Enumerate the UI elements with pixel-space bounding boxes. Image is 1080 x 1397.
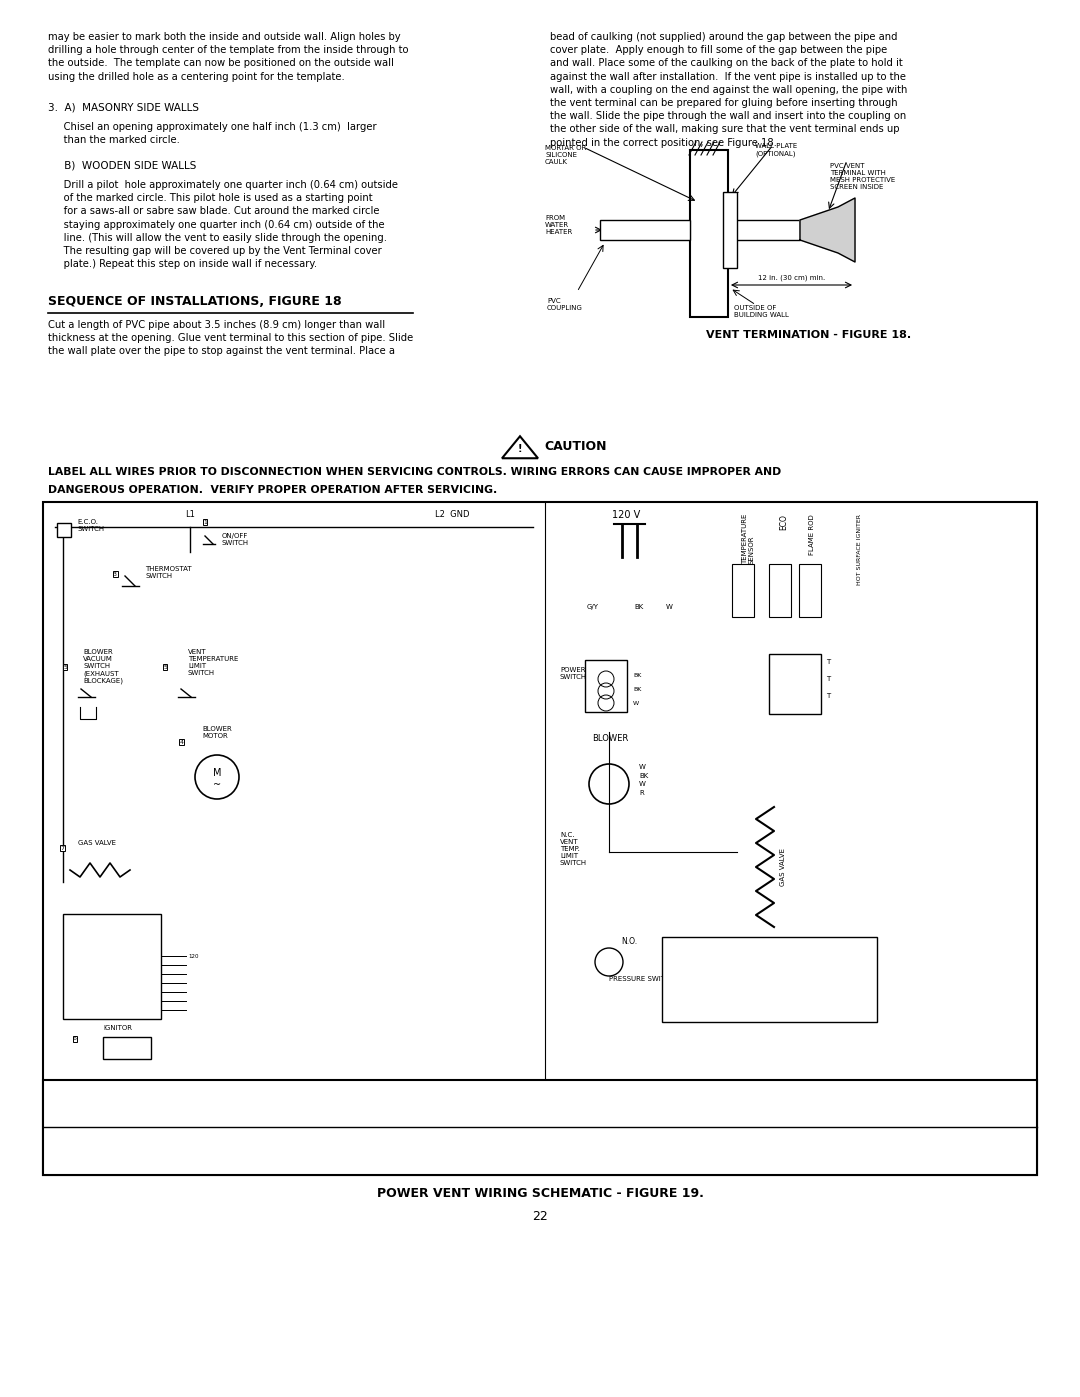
Text: E.C.O.
SWITCH: E.C.O. SWITCH bbox=[77, 520, 104, 532]
Bar bbox=[728, 219, 800, 240]
Text: WALL PLATE
(OPTIONAL): WALL PLATE (OPTIONAL) bbox=[755, 142, 797, 156]
Bar bbox=[83, 1088, 105, 1099]
Text: may be easier to mark both the inside and outside wall. Align holes by
drilling : may be easier to mark both the inside an… bbox=[48, 32, 408, 81]
Text: REPLACED, IT MUST BE REPLACED WITH APPLIANCE WIRE MATERIAL WITH: REPLACED, IT MUST BE REPLACED WITH APPLI… bbox=[323, 1146, 757, 1155]
Text: ~: ~ bbox=[213, 780, 221, 789]
Text: M: M bbox=[213, 768, 221, 778]
Text: G/Y: G/Y bbox=[588, 604, 599, 610]
Text: T: T bbox=[826, 676, 831, 682]
Text: Cut a length of PVC pipe about 3.5 inches (8.9 cm) longer than wall
thickness at: Cut a length of PVC pipe about 3.5 inche… bbox=[48, 320, 414, 356]
Text: 2: 2 bbox=[57, 528, 60, 532]
Text: 120 V: 120 V bbox=[612, 510, 640, 520]
Text: 22: 22 bbox=[532, 1210, 548, 1222]
Text: !: ! bbox=[517, 444, 523, 454]
Text: LABEL ALL WIRES PRIOR TO DISCONNECTION WHEN SERVICING CONTROLS. WIRING ERRORS CA: LABEL ALL WIRES PRIOR TO DISCONNECTION W… bbox=[48, 467, 781, 476]
Text: W: W bbox=[633, 700, 639, 705]
Text: POWER VENT WIRING SCHEMATIC - FIGURE 19.: POWER VENT WIRING SCHEMATIC - FIGURE 19. bbox=[377, 1187, 703, 1200]
Bar bbox=[103, 1037, 151, 1059]
Text: N.C.
VENT
TEMP.
LIMIT
SWITCH: N.C. VENT TEMP. LIMIT SWITCH bbox=[561, 833, 588, 866]
Bar bbox=[43, 502, 1037, 1175]
Bar bbox=[43, 1080, 1037, 1175]
Text: 4: 4 bbox=[180, 739, 184, 745]
Text: FLAME ROD: FLAME ROD bbox=[809, 514, 815, 555]
Text: VENT TERMINATION - FIGURE 18.: VENT TERMINATION - FIGURE 18. bbox=[706, 330, 912, 339]
Text: BLOWER: BLOWER bbox=[592, 733, 629, 743]
Text: 5: 5 bbox=[163, 665, 167, 669]
Bar bbox=[600, 219, 690, 240]
Text: BLOWER
VACUUM
SWITCH
(EXHAUST
BLOCKAGE): BLOWER VACUUM SWITCH (EXHAUST BLOCKAGE) bbox=[83, 650, 123, 685]
Bar bbox=[769, 564, 791, 617]
Text: TEMPERATURE
SENSOR: TEMPERATURE SENSOR bbox=[742, 514, 755, 564]
Bar bbox=[769, 654, 821, 714]
Bar bbox=[63, 914, 161, 1018]
Text: BK: BK bbox=[634, 604, 644, 610]
Text: L2  GND: L2 GND bbox=[435, 510, 470, 520]
Text: MORTAR OR
SILICONE
CAULK: MORTAR OR SILICONE CAULK bbox=[545, 145, 586, 165]
Text: GAS VALVE: GAS VALVE bbox=[780, 848, 786, 886]
Text: LEGEND: LEGEND bbox=[753, 942, 786, 950]
Text: BK: BK bbox=[633, 672, 642, 678]
Text: IF ANY OF THE ORIGINAL WIRES SUPPLIED WITH THE APPLIANCE MUST BE: IF ANY OF THE ORIGINAL WIRES SUPPLIED WI… bbox=[323, 1132, 757, 1141]
Text: 7: 7 bbox=[60, 845, 64, 851]
Text: DANGEROUS OPERATION.  VERIFY PROPER OPERATION AFTER SERVICING.: DANGEROUS OPERATION. VERIFY PROPER OPERA… bbox=[48, 485, 497, 495]
Text: PVC VENT
TERMINAL WITH
MESH PROTECTIVE
SCREEN INSIDE: PVC VENT TERMINAL WITH MESH PROTECTIVE S… bbox=[831, 163, 895, 190]
Text: BK=BLACK
BL=BLUE
W=WHITE
R=RED: BK=BLACK BL=BLUE W=WHITE R=RED bbox=[774, 957, 812, 988]
Text: 5: 5 bbox=[63, 665, 67, 669]
Text: L1: L1 bbox=[185, 510, 194, 520]
Text: OUTSIDE OF
BUILDING WALL: OUTSIDE OF BUILDING WALL bbox=[734, 305, 788, 319]
Text: HOT SURFACE IGNITER: HOT SURFACE IGNITER bbox=[858, 514, 862, 585]
Text: BLOWER
MOTOR: BLOWER MOTOR bbox=[202, 726, 232, 739]
Bar bbox=[585, 659, 627, 712]
Bar bbox=[723, 191, 737, 268]
Bar bbox=[690, 149, 728, 317]
Text: bead of caulking (not supplied) around the gap between the pipe and
cover plate.: bead of caulking (not supplied) around t… bbox=[550, 32, 907, 148]
Text: PRESSURE SWITCHES: PRESSURE SWITCHES bbox=[609, 977, 684, 982]
Text: ECO: ECO bbox=[779, 514, 788, 529]
Text: W
BK
W
R: W BK W R bbox=[639, 764, 648, 795]
Polygon shape bbox=[800, 198, 855, 263]
Text: NORMAL OPERATION SEQUENCE
INDICATED BY BOXED NUMERALS: NORMAL OPERATION SEQUENCE INDICATED BY B… bbox=[55, 1137, 170, 1150]
Text: FLAME SENSE ROD: FLAME SENSE ROD bbox=[111, 1085, 177, 1092]
Text: WATER HEATER
CONTROL: WATER HEATER CONTROL bbox=[85, 926, 139, 939]
Text: T: T bbox=[826, 659, 831, 665]
Bar bbox=[799, 564, 821, 617]
Text: 3: 3 bbox=[113, 571, 117, 577]
Text: Y=YELLOW
Y/BK=YELLOW/BLACK
G/Y=GREEN/YELLOW
W/BK=WHITE/BLACK
T=TAN: Y=YELLOW Y/BK=YELLOW/BLACK G/Y=GREEN/YEL… bbox=[670, 957, 745, 995]
Bar bbox=[662, 937, 877, 1023]
Text: 12 in. (30 cm) min.: 12 in. (30 cm) min. bbox=[758, 274, 825, 281]
Text: W: W bbox=[665, 604, 673, 610]
Text: 120: 120 bbox=[188, 954, 199, 958]
Text: 1: 1 bbox=[203, 520, 207, 524]
Text: GAS VALVE: GAS VALVE bbox=[78, 840, 116, 847]
Text: 6: 6 bbox=[73, 1037, 77, 1042]
Text: MINIMUM TEMPERATURE RATING OF 105°C AND A MINIMUM SIZE OF NO. 18 AWG.: MINIMUM TEMPERATURE RATING OF 105°C AND … bbox=[301, 1160, 779, 1169]
Text: IGNITOR: IGNITOR bbox=[103, 1025, 132, 1031]
Text: POWER
SWITCH: POWER SWITCH bbox=[561, 666, 588, 680]
Text: N.O.: N.O. bbox=[621, 937, 637, 946]
Text: CAUTION: CAUTION bbox=[544, 440, 607, 453]
Text: VENT
TEMPERATURE
LIMIT
SWITCH: VENT TEMPERATURE LIMIT SWITCH bbox=[188, 650, 239, 676]
Text: ON/OFF
SWITCH: ON/OFF SWITCH bbox=[222, 532, 249, 545]
Text: B)  WOODEN SIDE WALLS: B) WOODEN SIDE WALLS bbox=[48, 161, 197, 170]
Text: BK: BK bbox=[633, 686, 642, 692]
Text: 8: 8 bbox=[59, 1087, 63, 1091]
Text: WARNING: WARNING bbox=[495, 1085, 585, 1104]
Text: DISCONNECT FROM ELECTRICAL SUPPLY BEFORE SERVICING UNIT.: DISCONNECT FROM ELECTRICAL SUPPLY BEFORE… bbox=[348, 1108, 732, 1118]
Text: SEQUENCE OF INSTALLATIONS, FIGURE 18: SEQUENCE OF INSTALLATIONS, FIGURE 18 bbox=[48, 295, 341, 307]
Text: Chisel an opening approximately one half inch (1.3 cm)  larger
     than the mar: Chisel an opening approximately one half… bbox=[48, 122, 377, 145]
Text: FROM
WATER
HEATER: FROM WATER HEATER bbox=[545, 215, 572, 235]
Text: Drill a pilot  hole approximately one quarter inch (0.64 cm) outside
     of the: Drill a pilot hole approximately one qua… bbox=[48, 180, 399, 270]
Text: T: T bbox=[826, 693, 831, 698]
Bar bbox=[732, 564, 754, 617]
Text: REPLACE ALL DOORS AND PANELS BEFORE OPERATING HEATER.: REPLACE ALL DOORS AND PANELS BEFORE OPER… bbox=[353, 1123, 727, 1133]
Text: THERMOSTAT
SWITCH: THERMOSTAT SWITCH bbox=[145, 566, 191, 578]
Text: 3.  A)  MASONRY SIDE WALLS: 3. A) MASONRY SIDE WALLS bbox=[48, 102, 199, 112]
Text: PVC
COUPLING: PVC COUPLING bbox=[546, 298, 583, 312]
Text: RESISTOR
WIRE: RESISTOR WIRE bbox=[778, 665, 812, 679]
Bar bbox=[57, 522, 71, 536]
